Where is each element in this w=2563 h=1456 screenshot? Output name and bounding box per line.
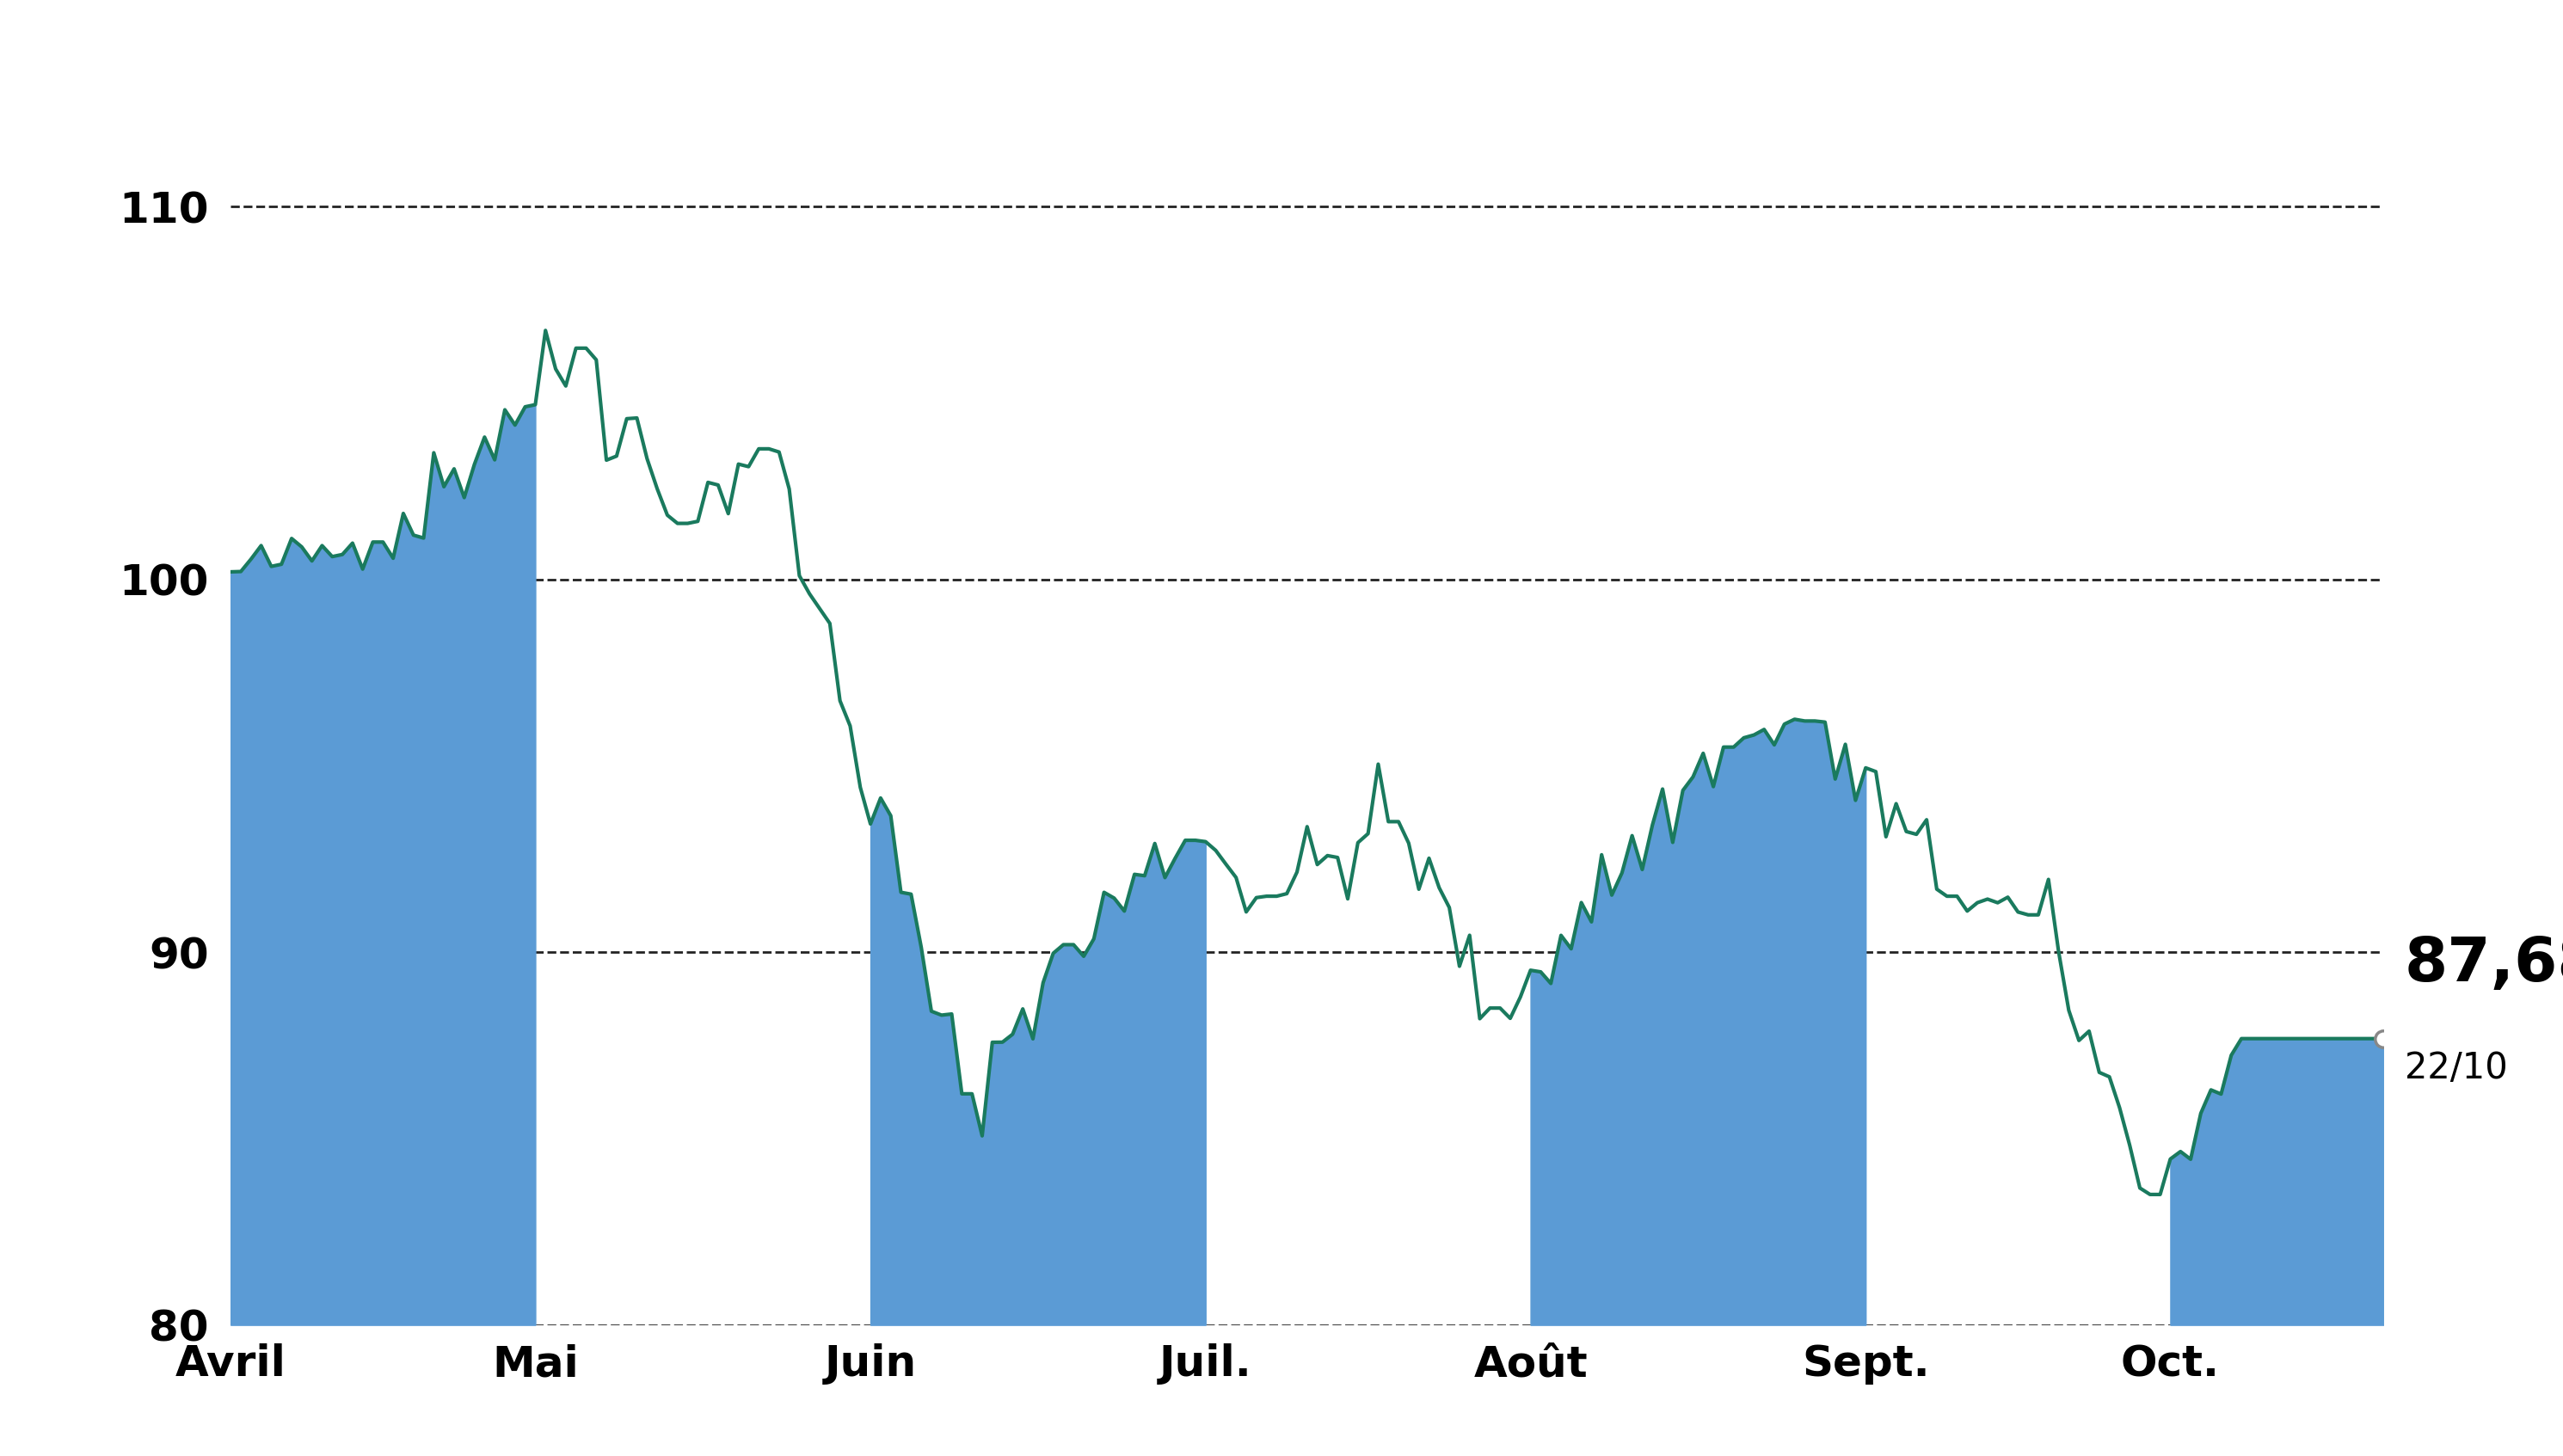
Text: 22/10: 22/10 [2404,1050,2507,1086]
Text: EIFFAGE: EIFFAGE [1061,6,1502,99]
Text: 87,68: 87,68 [2404,935,2563,994]
